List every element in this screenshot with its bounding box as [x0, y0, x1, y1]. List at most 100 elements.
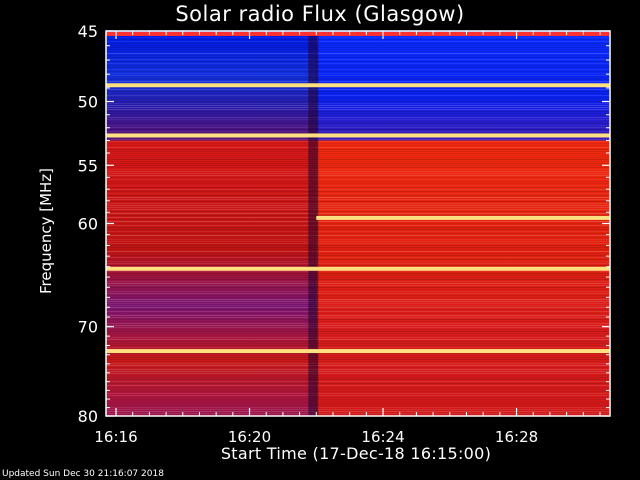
noise-stripe	[106, 245, 610, 246]
noise-stripe	[106, 111, 610, 112]
noise-stripe	[106, 299, 610, 300]
noise-stripe	[106, 411, 610, 412]
noise-stripe	[106, 281, 610, 282]
noise-stripe	[106, 93, 610, 94]
x-axis-label: Start Time (17-Dec-18 16:15:00)	[220, 444, 492, 463]
noise-stripe	[106, 333, 610, 334]
noise-stripe	[106, 129, 610, 130]
noise-stripe	[106, 97, 610, 98]
noise-stripe	[106, 121, 610, 122]
noise-stripe	[106, 151, 610, 152]
noise-stripe	[106, 365, 610, 366]
noise-stripe	[106, 37, 610, 38]
noise-stripe	[106, 215, 610, 216]
noise-stripe	[106, 405, 610, 406]
noise-stripe	[106, 233, 610, 234]
noise-stripe	[106, 69, 610, 70]
noise-stripe	[106, 271, 610, 272]
noise-stripe	[106, 275, 610, 276]
noise-stripe	[106, 95, 610, 96]
noise-stripe	[106, 343, 610, 344]
noise-stripe	[106, 257, 610, 258]
noise-stripe	[106, 377, 610, 378]
noise-stripe	[106, 145, 610, 146]
noise-stripe	[106, 357, 610, 358]
noise-stripe	[106, 53, 610, 54]
y-tick-label: 50	[78, 93, 98, 112]
noise-stripe	[106, 81, 610, 82]
noise-stripe	[106, 67, 610, 68]
noise-stripe	[106, 329, 610, 330]
noise-stripe	[106, 225, 610, 226]
noise-stripe	[106, 301, 610, 302]
noise-stripe	[106, 227, 610, 228]
noise-stripe	[106, 183, 610, 184]
noise-stripe	[106, 247, 610, 248]
noise-stripe	[106, 207, 610, 208]
high-freq-band-right	[316, 140, 610, 417]
noise-stripe	[106, 353, 610, 354]
noise-stripe	[106, 287, 610, 288]
noise-stripe	[106, 399, 610, 400]
interference-line-3	[316, 215, 610, 220]
noise-stripe	[106, 323, 610, 324]
noise-stripe	[106, 237, 610, 238]
noise-stripe	[106, 191, 610, 192]
noise-stripe	[106, 289, 610, 290]
noise-stripe	[106, 47, 610, 48]
noise-stripe	[106, 49, 610, 50]
noise-stripe	[106, 201, 610, 202]
noise-stripe	[106, 79, 610, 80]
noise-stripe	[106, 173, 610, 174]
noise-stripe	[106, 229, 610, 230]
noise-stripe	[106, 239, 610, 240]
noise-stripe	[106, 91, 610, 92]
noise-stripe	[106, 327, 610, 328]
noise-stripe	[106, 361, 610, 362]
noise-stripe	[106, 401, 610, 402]
noise-stripe	[106, 205, 610, 206]
noise-stripe	[106, 249, 610, 250]
noise-stripe	[106, 75, 610, 76]
noise-stripe	[106, 335, 610, 336]
noise-stripe	[106, 169, 610, 170]
noise-stripe	[106, 185, 610, 186]
noise-stripe	[106, 231, 610, 232]
noise-stripe	[106, 163, 610, 164]
noise-stripe	[106, 137, 610, 138]
noise-stripe	[106, 43, 610, 44]
noise-stripe	[106, 181, 610, 182]
noise-stripe	[106, 125, 610, 126]
noise-stripe	[106, 383, 610, 384]
x-tick-label: 16:20	[228, 428, 271, 446]
noise-stripe	[106, 319, 610, 320]
noise-stripe	[106, 167, 610, 168]
noise-stripe	[106, 235, 610, 236]
noise-stripe	[106, 313, 610, 314]
interference-line-5	[106, 349, 610, 354]
noise-stripe	[106, 39, 610, 40]
noise-stripe	[106, 131, 610, 132]
noise-stripe	[106, 107, 610, 108]
noise-stripe	[106, 285, 610, 286]
y-tick-label: 45	[78, 22, 98, 41]
y-tick-label: 60	[78, 215, 98, 234]
noise-stripe	[106, 255, 610, 256]
noise-stripe	[106, 65, 610, 66]
noise-stripe	[106, 259, 610, 260]
noise-stripe	[106, 397, 610, 398]
interference-line-4	[106, 266, 610, 271]
noise-stripe	[106, 317, 610, 318]
noise-stripe	[106, 387, 610, 388]
noise-stripe	[106, 103, 610, 104]
noise-stripe	[106, 41, 610, 42]
noise-stripe	[106, 149, 610, 150]
noise-stripe	[106, 99, 610, 100]
noise-stripe	[106, 305, 610, 306]
noise-stripe	[106, 117, 610, 118]
noise-stripe	[106, 209, 610, 210]
noise-stripe	[106, 371, 610, 372]
interference-line-0	[106, 31, 610, 36]
